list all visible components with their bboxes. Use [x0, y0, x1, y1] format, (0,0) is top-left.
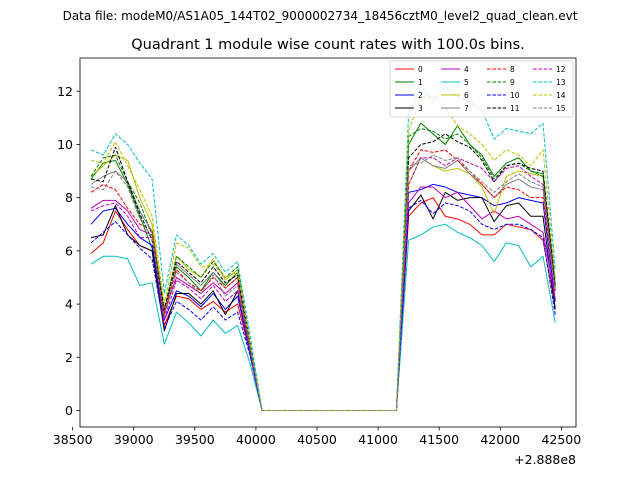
x-tick-label: 38500	[53, 432, 93, 447]
series-line-15	[90, 154, 556, 412]
legend-label-8: 8	[510, 65, 515, 74]
x-tick-label: 39000	[114, 432, 154, 447]
legend-label-0: 0	[418, 65, 423, 74]
legend-label-12: 12	[556, 65, 566, 74]
chart-title: Quadrant 1 module wise count rates with …	[131, 37, 525, 53]
legend-box	[389, 60, 574, 118]
x-tick-label: 39500	[175, 432, 215, 447]
legend-label-9: 9	[510, 78, 515, 87]
x-offset-label: +2.888e8	[514, 452, 576, 467]
x-tick-label: 41000	[358, 432, 398, 447]
legend-label-4: 4	[464, 65, 469, 74]
legend-label-11: 11	[510, 104, 520, 113]
legend-label-5: 5	[464, 78, 469, 87]
legend-label-6: 6	[464, 91, 469, 100]
x-tick-label: 42500	[541, 432, 581, 447]
x-tick-label: 40000	[236, 432, 276, 447]
figure-suptitle: Data file: modeM0/AS1A05_144T02_90000027…	[63, 9, 578, 23]
x-tick-label: 42000	[480, 432, 520, 447]
legend-label-7: 7	[464, 104, 469, 113]
x-tick-label: 41500	[419, 432, 459, 447]
legend-label-14: 14	[556, 91, 566, 100]
x-tick-label: 40500	[297, 432, 337, 447]
axes-frame	[79, 57, 577, 428]
legend-label-15: 15	[556, 104, 566, 113]
y-tick-label: 6	[65, 243, 73, 258]
y-tick-label: 4	[65, 297, 73, 312]
legend-label-13: 13	[556, 78, 566, 87]
legend-label-1: 1	[418, 78, 423, 87]
y-tick-label: 12	[57, 84, 73, 99]
y-tick-label: 10	[57, 137, 73, 152]
y-tick-label: 8	[65, 190, 73, 205]
y-tick-label: 0	[65, 403, 73, 418]
y-tick-label: 2	[65, 350, 73, 365]
series-line-10	[90, 199, 556, 412]
legend-label-3: 3	[418, 104, 423, 113]
plot-area: 38500 39000 39500 40000 40500 41000 41500 42000…	[53, 57, 581, 467]
legend-label-2: 2	[418, 91, 423, 100]
legend-label-10: 10	[510, 91, 520, 100]
series-line-11	[90, 133, 556, 412]
series-group	[90, 85, 556, 412]
